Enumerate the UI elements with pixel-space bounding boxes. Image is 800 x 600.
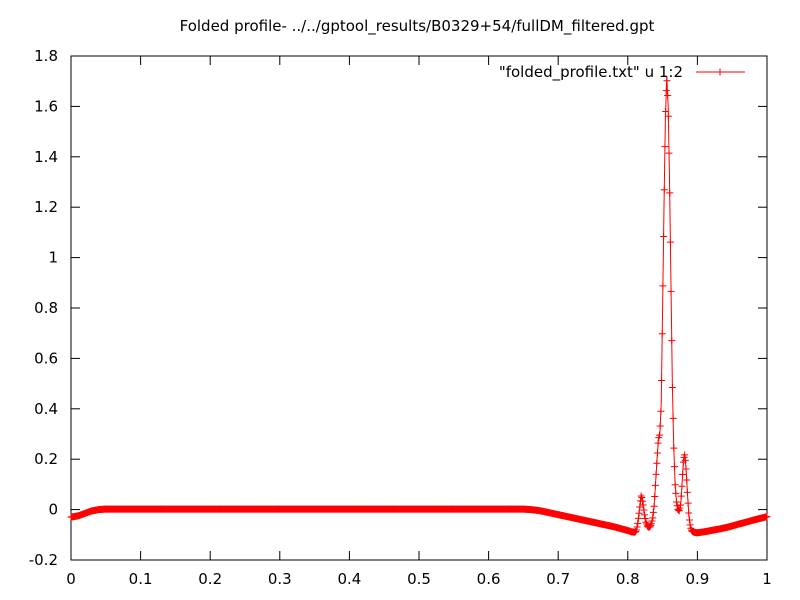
- data-point-marker: [671, 481, 679, 489]
- data-point-marker: [651, 493, 659, 501]
- data-point-marker: [662, 108, 670, 115]
- data-point-marker: [658, 330, 666, 338]
- data-point-marker: [666, 189, 674, 197]
- data-point-marker: [665, 149, 673, 157]
- data-point-marker: [641, 515, 649, 523]
- data-point-marker: [650, 502, 658, 510]
- data-point-marker: [677, 492, 685, 500]
- y-tick-label: 0.2: [34, 450, 58, 468]
- y-tick-label: 1.2: [34, 198, 58, 216]
- data-point-marker: [662, 87, 670, 95]
- x-tick-label: 0.4: [337, 570, 361, 588]
- x-tick-label: 1: [762, 570, 772, 588]
- data-point-marker: [685, 516, 693, 524]
- data-point-marker: [678, 482, 686, 490]
- data-point-marker: [638, 494, 646, 502]
- data-point-marker: [677, 501, 685, 509]
- data-point-marker: [641, 511, 649, 519]
- data-point-marker: [653, 459, 661, 467]
- data-point-marker: [649, 508, 657, 516]
- data-point-marker: [649, 514, 657, 522]
- data-point-marker: [660, 233, 668, 241]
- data-point-marker: [672, 489, 680, 497]
- data-point-marker: [763, 513, 771, 521]
- data-point-marker: [663, 77, 671, 85]
- data-point-marker: [633, 523, 641, 531]
- data-point-marker: [669, 414, 677, 422]
- data-point-marker: [634, 514, 642, 522]
- y-tick-label: 0.4: [34, 400, 58, 418]
- data-point-marker: [639, 501, 647, 509]
- data-point-marker: [660, 186, 668, 194]
- data-point-marker: [683, 488, 691, 496]
- y-tick-label: 0.8: [34, 299, 58, 317]
- y-tick-label: 0: [48, 501, 58, 519]
- data-point-marker: [670, 444, 678, 452]
- y-tick-label: 1.6: [34, 97, 58, 115]
- data-point-marker: [666, 238, 674, 246]
- data-point-marker: [667, 287, 675, 295]
- data-point-marker: [632, 527, 640, 535]
- series-line: [70, 76, 768, 534]
- data-point-marker: [686, 521, 694, 529]
- x-tick-label: 0.9: [685, 570, 709, 588]
- y-axis: -0.2 0 0.2 0.4 0.6 0.8 1 1.2 1.4 1.6 1.8: [29, 47, 767, 569]
- data-point-marker: [634, 519, 642, 527]
- x-tick-label: 0.6: [477, 570, 501, 588]
- data-point-marker: [683, 476, 691, 484]
- data-point-marker: [685, 509, 693, 517]
- data-point-marker: [668, 384, 676, 392]
- data-point-marker: [657, 407, 665, 415]
- data-point-marker: [684, 499, 692, 507]
- data-point-marker: [664, 92, 672, 100]
- data-point-marker: [648, 517, 656, 525]
- data-point-marker: [647, 521, 655, 529]
- y-tick-label: 1: [48, 249, 58, 267]
- data-point-marker: [646, 523, 654, 531]
- data-point-marker: [656, 431, 663, 439]
- y-tick-label: 1.8: [34, 47, 58, 65]
- data-point-marker: [673, 498, 681, 506]
- data-point-marker: [681, 451, 689, 459]
- data-point-marker: [664, 112, 672, 120]
- data-point-marker: [654, 439, 662, 447]
- y-tick-label: 1.4: [34, 148, 58, 166]
- data-point-marker: [639, 497, 646, 505]
- data-point-marker: [637, 492, 645, 500]
- x-tick-label: 0.8: [616, 570, 640, 588]
- data-point-marker: [652, 470, 660, 478]
- data-point-marker: [676, 504, 684, 512]
- x-tick-label: 0.2: [198, 570, 222, 588]
- data-point-marker: [659, 282, 667, 290]
- legend: "folded_profile.txt" u 1:2: [499, 63, 745, 82]
- x-tick-label: 0.7: [546, 570, 570, 588]
- series-layer: [67, 76, 771, 537]
- data-point-marker: [640, 506, 648, 514]
- y-tick-label: 0.6: [34, 349, 58, 367]
- data-point-marker: [682, 465, 690, 473]
- data-point-marker: [635, 509, 643, 517]
- x-tick-label: 0: [66, 570, 76, 588]
- y-tick-label: -0.2: [29, 551, 58, 569]
- legend-marker: [716, 68, 724, 76]
- data-point-marker: [653, 449, 661, 457]
- data-point-marker: [679, 470, 687, 478]
- data-point-marker: [656, 422, 664, 430]
- x-tick-label: 0.3: [268, 570, 292, 588]
- data-point-marker: [681, 456, 689, 464]
- data-point-marker: [661, 143, 669, 151]
- x-axis: 0 0.1 0.2 0.3 0.4 0.5 0.6 0.7 0.8 0.9 1: [66, 56, 772, 588]
- legend-label: "folded_profile.txt" u 1:2: [499, 63, 683, 82]
- data-point-marker: [632, 526, 640, 534]
- data-point-marker: [668, 337, 676, 345]
- data-point-marker: [670, 463, 678, 471]
- x-tick-label: 0.5: [407, 570, 431, 588]
- data-point-marker: [651, 481, 659, 489]
- data-point-marker: [658, 377, 666, 385]
- chart-title: Folded profile- ../../gptool_results/B03…: [180, 17, 655, 36]
- x-tick-label: 0.1: [129, 570, 153, 588]
